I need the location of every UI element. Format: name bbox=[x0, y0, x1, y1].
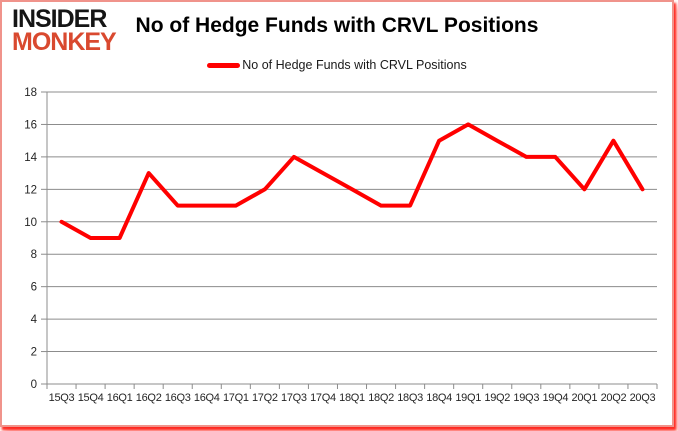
legend-line-swatch bbox=[207, 62, 241, 68]
data-line bbox=[59, 122, 645, 240]
x-axis-tick-label: 16Q3 bbox=[165, 392, 191, 404]
y-axis-labels: 0 2 4 6 8 10 12 14 16 18 bbox=[24, 87, 37, 391]
legend: No of Hedge Funds with CRVL Positions bbox=[2, 58, 672, 72]
x-axis-tick-label: 19Q4 bbox=[542, 392, 568, 404]
logo-monkey-text: MONKEY bbox=[12, 28, 117, 56]
x-axis-tick-label: 16Q1 bbox=[107, 392, 133, 404]
chart-title: No of Hedge Funds with CRVL Positions bbox=[135, 14, 539, 37]
x-axis-tick-label: 15Q4 bbox=[78, 392, 104, 404]
y-axis-tick-label: 0 bbox=[31, 379, 37, 391]
gridlines bbox=[47, 91, 657, 385]
x-axis-tick-label: 17Q4 bbox=[310, 392, 336, 404]
x-axis-tick-label: 20Q3 bbox=[630, 392, 656, 404]
x-axis-tick-label: 16Q2 bbox=[136, 392, 162, 404]
y-axis-tick-label: 10 bbox=[24, 217, 37, 229]
insider-monkey-logo: INSIDER MONKEY bbox=[12, 5, 117, 56]
x-axis-tick-label: 17Q2 bbox=[252, 392, 278, 404]
x-axis-labels: 15Q3 15Q4 16Q1 16Q2 16Q3 16Q4 17Q1 17Q2 17Q3 17Q4… bbox=[49, 392, 656, 404]
y-axis-tick-label: 12 bbox=[24, 184, 37, 196]
x-axis-tick-label: 16Q4 bbox=[194, 392, 220, 404]
x-axis-tick-label: 15Q3 bbox=[49, 392, 75, 404]
x-axis-tick-label: 20Q2 bbox=[601, 392, 627, 404]
x-axis-tick-label: 17Q3 bbox=[281, 392, 307, 404]
x-axis-tick-label: 17Q1 bbox=[223, 392, 249, 404]
legend-label: No of Hedge Funds with CRVL Positions bbox=[242, 58, 467, 72]
y-axis-tick-label: 14 bbox=[24, 152, 37, 164]
y-axis-tick-label: 6 bbox=[31, 282, 37, 294]
x-axis-tick-label: 20Q1 bbox=[572, 392, 598, 404]
y-axis-tick-label: 8 bbox=[31, 249, 37, 261]
y-axis-tick-label: 16 bbox=[24, 119, 37, 131]
x-axis-tick-label: 18Q1 bbox=[339, 392, 365, 404]
x-axis-tick-label: 18Q2 bbox=[368, 392, 394, 404]
x-axis-tick-label: 18Q4 bbox=[426, 392, 452, 404]
x-axis-tick-label: 19Q3 bbox=[513, 392, 539, 404]
x-axis-tick-label: 19Q2 bbox=[484, 392, 510, 404]
x-axis-tick-label: 19Q1 bbox=[455, 392, 481, 404]
x-axis-tick-label: 18Q3 bbox=[397, 392, 423, 404]
axes bbox=[41, 91, 658, 389]
y-axis-tick-label: 18 bbox=[24, 87, 37, 99]
y-axis-tick-label: 2 bbox=[31, 347, 37, 359]
y-axis-tick-label: 4 bbox=[31, 314, 38, 326]
logo-insider-text: INSIDER bbox=[12, 5, 107, 33]
